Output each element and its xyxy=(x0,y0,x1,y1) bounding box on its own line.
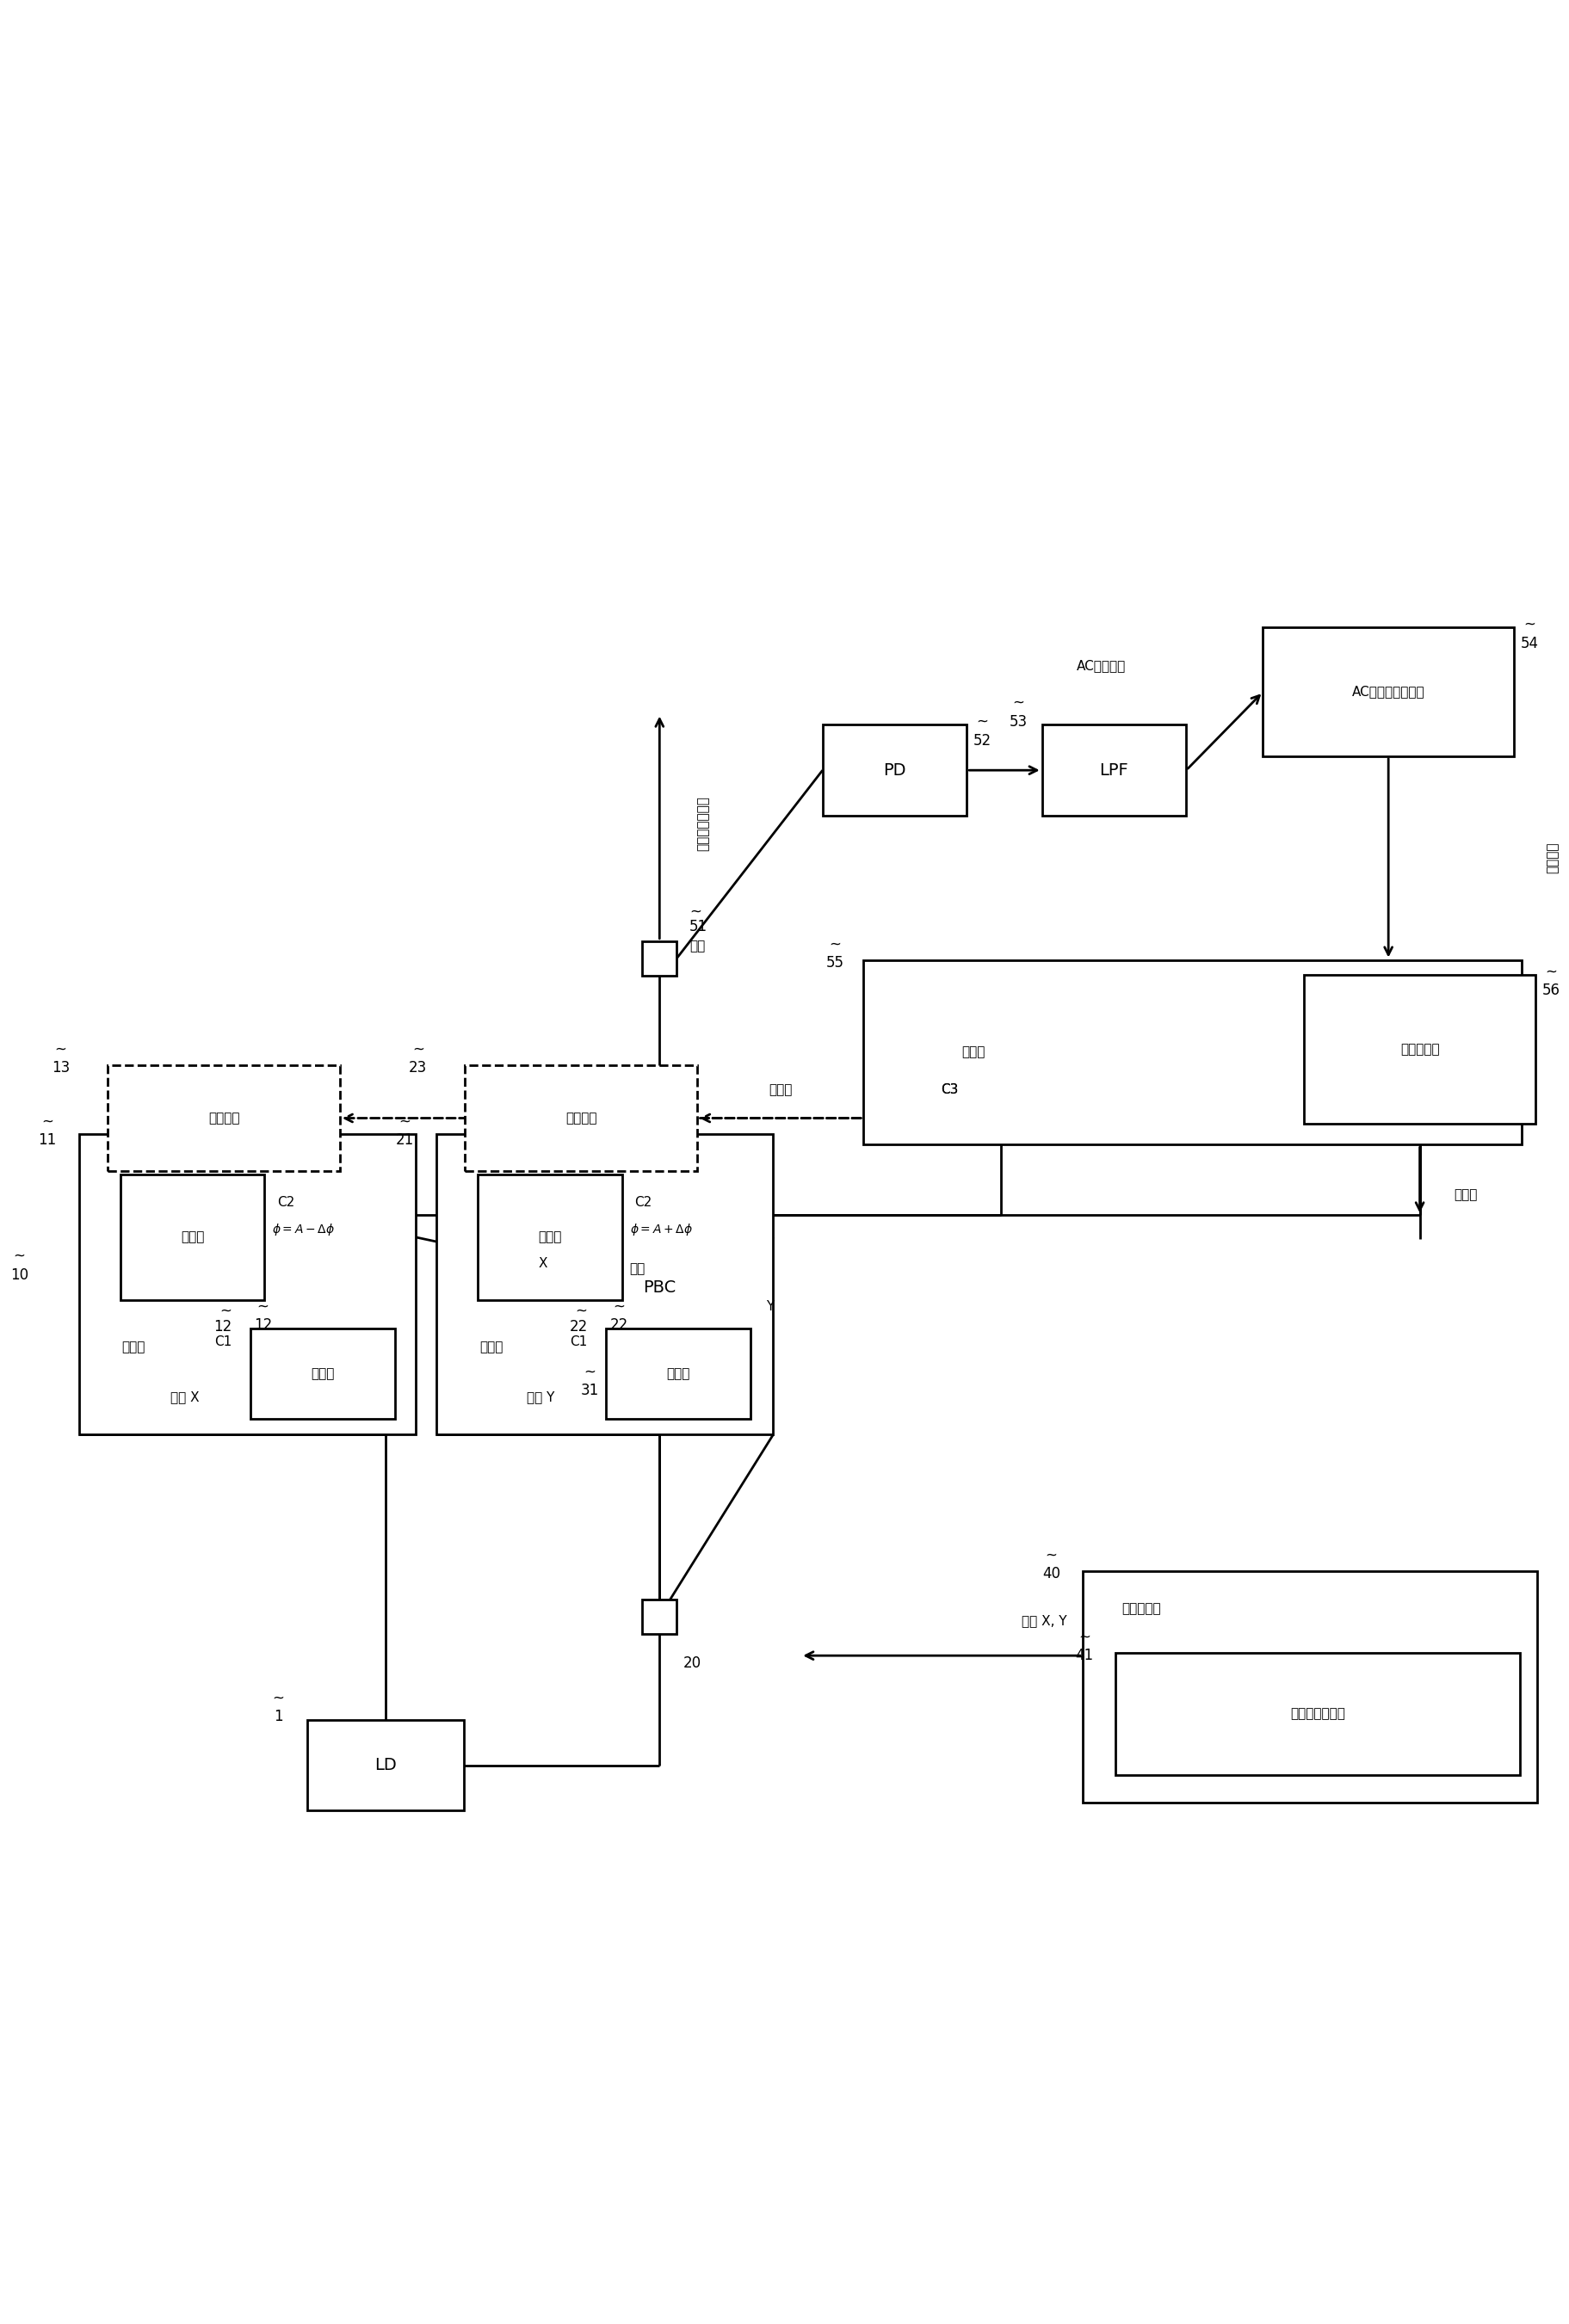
FancyBboxPatch shape xyxy=(108,1064,339,1171)
FancyBboxPatch shape xyxy=(436,1134,774,1434)
Text: C3: C3 xyxy=(940,1083,957,1097)
FancyBboxPatch shape xyxy=(251,1327,394,1420)
Text: 55: 55 xyxy=(825,955,844,971)
Text: ~: ~ xyxy=(399,1113,411,1129)
Text: 10: 10 xyxy=(9,1267,28,1283)
Text: ~: ~ xyxy=(976,713,988,730)
Text: C2: C2 xyxy=(634,1197,651,1208)
Text: LPF: LPF xyxy=(1098,762,1128,779)
Text: 偏置: 偏置 xyxy=(629,1262,645,1276)
Text: ~: ~ xyxy=(413,1041,424,1057)
FancyBboxPatch shape xyxy=(78,1134,416,1434)
Text: 控制器: 控制器 xyxy=(960,1046,984,1060)
Text: 21: 21 xyxy=(395,1132,414,1148)
FancyBboxPatch shape xyxy=(1042,725,1186,816)
Text: 控制数据产生器: 控制数据产生器 xyxy=(1290,1708,1345,1720)
Text: ~: ~ xyxy=(828,937,841,953)
Text: 移相器: 移相器 xyxy=(180,1232,204,1243)
Text: ~: ~ xyxy=(612,1299,624,1313)
Text: 1: 1 xyxy=(275,1708,282,1724)
Text: AC分量功率检测器: AC分量功率检测器 xyxy=(1351,686,1425,697)
Text: 调制器: 调制器 xyxy=(122,1341,146,1353)
Text: 52: 52 xyxy=(973,732,992,748)
Text: ~: ~ xyxy=(1078,1629,1090,1645)
Text: 31: 31 xyxy=(581,1383,599,1399)
Text: C2: C2 xyxy=(276,1197,295,1208)
Text: ~: ~ xyxy=(273,1690,284,1706)
Text: 13: 13 xyxy=(52,1060,71,1076)
Text: 驱动器: 驱动器 xyxy=(667,1367,690,1380)
Text: 数据 X: 数据 X xyxy=(169,1390,199,1404)
Text: ~: ~ xyxy=(1544,964,1556,978)
Text: ~: ~ xyxy=(55,1041,67,1057)
FancyBboxPatch shape xyxy=(577,1234,742,1341)
Text: C1: C1 xyxy=(213,1336,232,1348)
FancyBboxPatch shape xyxy=(1083,1571,1536,1803)
Text: 22: 22 xyxy=(570,1318,587,1334)
Text: 调制器: 调制器 xyxy=(479,1341,502,1353)
Text: PBC: PBC xyxy=(643,1278,676,1294)
Text: ~: ~ xyxy=(689,904,701,918)
Text: AC分量提取: AC分量提取 xyxy=(1076,658,1125,672)
Text: 分束: 分束 xyxy=(689,939,704,953)
Text: ~: ~ xyxy=(1522,616,1534,632)
Text: ~: ~ xyxy=(1045,1548,1058,1564)
Text: C1: C1 xyxy=(570,1336,587,1348)
Text: ~: ~ xyxy=(13,1248,25,1264)
Text: ~: ~ xyxy=(576,1304,587,1318)
Text: 12: 12 xyxy=(213,1318,232,1334)
FancyBboxPatch shape xyxy=(606,1327,750,1420)
Text: 22: 22 xyxy=(609,1318,628,1332)
Text: 51: 51 xyxy=(689,920,708,934)
Text: ~: ~ xyxy=(584,1364,596,1380)
Text: 40: 40 xyxy=(1042,1566,1059,1583)
Text: 相位控制器: 相位控制器 xyxy=(1400,1043,1439,1055)
FancyBboxPatch shape xyxy=(1263,627,1513,755)
Text: 光衰减器: 光衰减器 xyxy=(209,1111,240,1125)
Text: C3: C3 xyxy=(940,1083,957,1097)
Text: ~: ~ xyxy=(220,1304,232,1318)
Text: 23: 23 xyxy=(410,1060,427,1076)
Text: 偏振复用光信号: 偏振复用光信号 xyxy=(697,797,709,851)
Text: 11: 11 xyxy=(38,1132,56,1148)
Text: LD: LD xyxy=(373,1757,395,1773)
Text: 驱动器: 驱动器 xyxy=(1453,1188,1476,1202)
Text: 56: 56 xyxy=(1541,983,1560,997)
FancyBboxPatch shape xyxy=(822,725,967,816)
Text: 光衰减器: 光衰减器 xyxy=(565,1111,596,1125)
FancyBboxPatch shape xyxy=(477,1174,621,1299)
Text: $\phi=A-\Delta\phi$: $\phi=A-\Delta\phi$ xyxy=(271,1222,334,1236)
FancyBboxPatch shape xyxy=(1116,1652,1519,1776)
Text: 12: 12 xyxy=(254,1318,271,1332)
Text: Y: Y xyxy=(766,1299,774,1313)
Text: $\phi=A+\Delta\phi$: $\phi=A+\Delta\phi$ xyxy=(629,1222,692,1236)
FancyBboxPatch shape xyxy=(642,1599,676,1634)
FancyBboxPatch shape xyxy=(1302,974,1534,1122)
Text: 监视信号: 监视信号 xyxy=(1545,841,1558,874)
Text: ~: ~ xyxy=(257,1299,268,1313)
Text: 数据 Y: 数据 Y xyxy=(526,1390,554,1404)
FancyBboxPatch shape xyxy=(863,960,1520,1146)
FancyBboxPatch shape xyxy=(464,1064,697,1171)
Text: 移相器: 移相器 xyxy=(538,1232,562,1243)
Text: 光衰减: 光衰减 xyxy=(769,1083,792,1097)
Text: 数据 X, Y: 数据 X, Y xyxy=(1021,1615,1067,1627)
Text: 驱动器: 驱动器 xyxy=(311,1367,334,1380)
Text: 41: 41 xyxy=(1075,1648,1092,1664)
Text: 54: 54 xyxy=(1520,634,1538,651)
FancyBboxPatch shape xyxy=(306,1720,463,1810)
Text: 53: 53 xyxy=(1009,713,1028,730)
Text: 数据产生器: 数据产生器 xyxy=(1122,1601,1161,1615)
FancyBboxPatch shape xyxy=(642,941,676,976)
Text: X: X xyxy=(538,1257,548,1271)
Text: ~: ~ xyxy=(41,1113,53,1129)
FancyBboxPatch shape xyxy=(121,1174,265,1299)
Text: ~: ~ xyxy=(1012,695,1025,711)
Text: PD: PD xyxy=(883,762,905,779)
Text: 20: 20 xyxy=(683,1655,701,1671)
